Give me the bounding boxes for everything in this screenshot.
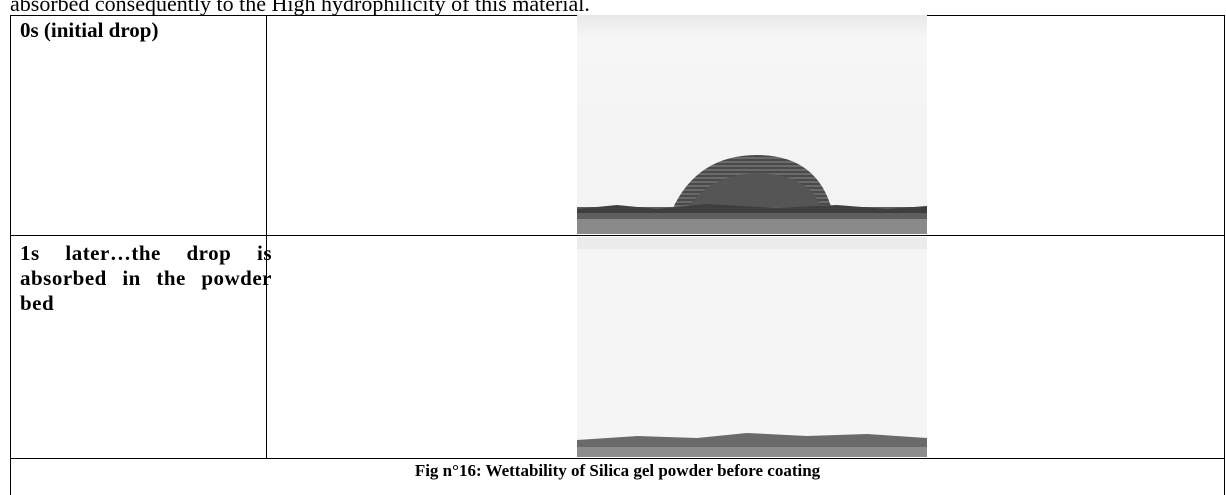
- row-label: 1s later…the drop is absorbed in the pow…: [20, 241, 272, 315]
- border: [10, 15, 11, 495]
- figure-caption: Fig n°16: Wettability of Silica gel powd…: [414, 461, 821, 480]
- intro-text: absorbed consequently to the High hydrop…: [10, 0, 590, 16]
- page: {"intro_text": "absorbed consequently to…: [10, 0, 1225, 495]
- drop-photo: [577, 15, 927, 234]
- border: [10, 458, 1225, 459]
- border: [1224, 15, 1225, 495]
- border: [10, 235, 1225, 236]
- row-label: 0s (initial drop): [20, 18, 159, 42]
- figure-table: 0s (initial drop) 1s later…the drop is a…: [10, 15, 1225, 495]
- absorbed-photo: [577, 237, 927, 457]
- border: [266, 15, 267, 458]
